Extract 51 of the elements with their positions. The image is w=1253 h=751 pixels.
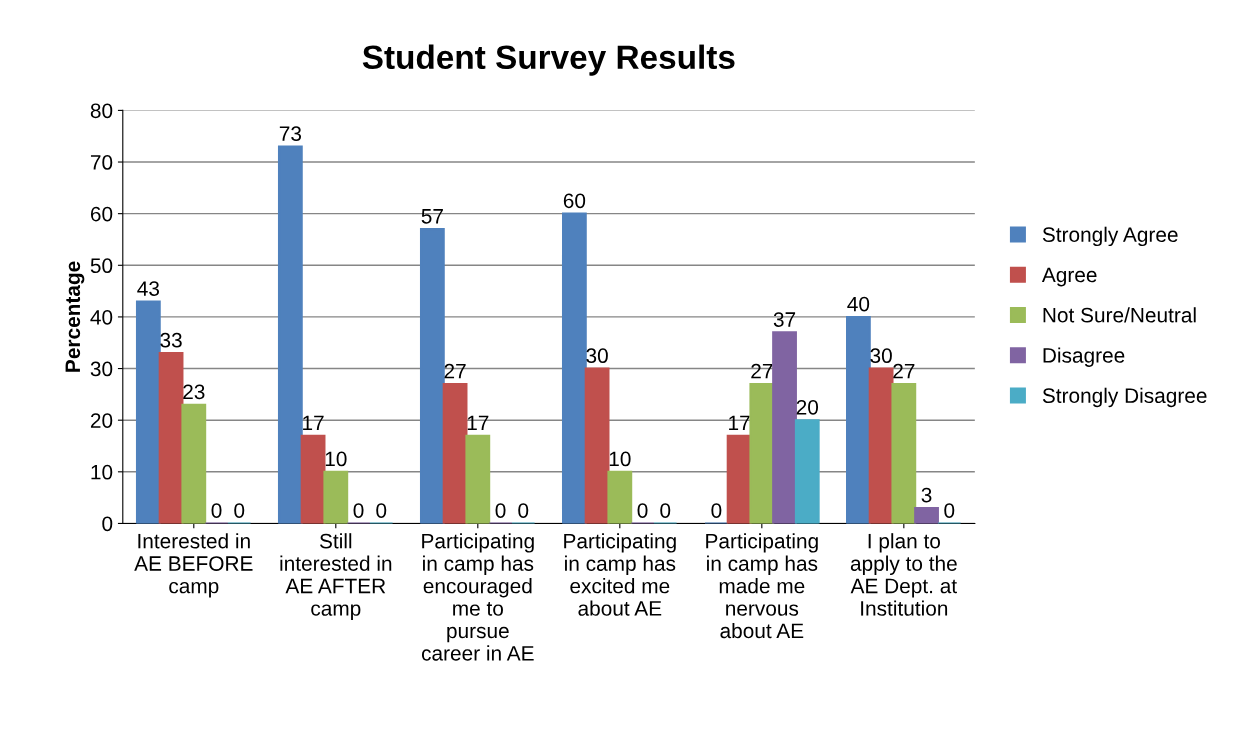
legend-label: Not Sure/Neutral [1043,307,1196,323]
data-label: 73 [279,126,302,142]
data-label: 23 [183,384,205,400]
data-label: 27 [751,363,773,379]
x-tick-label: Participating in camp has encouraged me to pursue career in AE [421,533,534,661]
data-label: 0 [660,503,671,518]
data-label: 30 [870,348,892,364]
chart-title: Student Survey Results [362,44,735,76]
data-label: 60 [563,193,586,209]
data-label: 0 [711,503,722,518]
data-label: 33 [160,332,182,348]
data-label: 27 [444,363,466,379]
data-label: 17 [729,415,750,430]
data-label: 0 [637,503,648,518]
x-tick-label: Interested in AE BEFORE camp [134,533,253,598]
y-tick-label: 80 [90,103,113,119]
data-label: 0 [353,503,364,518]
data-label: 10 [325,451,347,467]
data-label: 37 [773,312,796,327]
y-tick-label: 20 [90,413,113,428]
data-label: 0 [944,503,955,518]
data-label: 57 [421,209,443,224]
data-label: 0 [211,503,222,518]
y-tick-label: 30 [90,361,113,377]
data-label: 30 [586,348,608,364]
data-label: 40 [847,296,870,312]
data-label: 43 [137,281,160,296]
y-axis-title: Percentage [65,261,85,372]
x-tick-label: Participating in camp has excited me about AE [564,533,676,616]
y-tick-label: 70 [90,155,113,170]
data-label: 17 [303,415,324,430]
y-tick-label: 60 [90,206,113,222]
data-label: 0 [376,503,387,518]
x-tick-label: Still interested in AE AFTER camp [280,533,392,620]
data-label: 10 [609,451,631,467]
y-tick-label: 10 [91,464,113,480]
legend-label: Agree [1041,267,1097,287]
y-tick-label: 40 [90,309,113,325]
y-tick-label: 0 [102,516,113,532]
legend-label: Strongly Agree [1042,226,1178,247]
x-tick-label: I plan to apply to the AE Dept. at Institution [850,533,957,616]
legend-label: Disagree [1043,347,1125,367]
x-tick-label: Participating in camp has made me nervous about AE [706,533,818,639]
data-label: 17 [467,415,489,430]
data-label: 0 [518,503,529,518]
data-label: 3 [921,487,932,503]
data-label: 0 [495,503,506,518]
legend-label: Strongly Disagree [1042,387,1207,408]
data-label: 27 [893,363,915,379]
data-label: 0 [234,503,245,518]
y-tick-label: 50 [90,258,113,274]
